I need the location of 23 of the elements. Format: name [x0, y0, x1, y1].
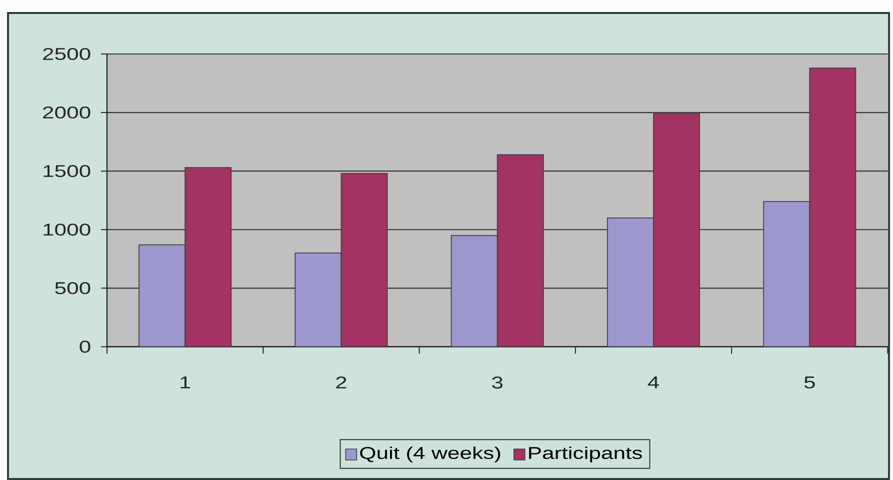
x-tick-label: 4	[648, 376, 659, 388]
y-tick-label: 2500	[43, 48, 90, 60]
bar	[184, 167, 232, 347]
bar	[763, 201, 810, 347]
bar	[294, 252, 342, 347]
bar	[340, 172, 388, 347]
x-tick-label: 1	[180, 376, 190, 388]
bar	[450, 235, 498, 347]
x-tick-label: 5	[804, 376, 815, 388]
y-tick-label: 2000	[43, 106, 90, 119]
x-tick-label: 3	[492, 376, 503, 389]
bar	[496, 154, 544, 347]
bar	[606, 217, 654, 347]
bar	[653, 113, 700, 347]
y-tick-label: 1000	[44, 224, 90, 236]
y-tick-label: 500	[55, 282, 90, 294]
x-tick-label: 2	[336, 376, 346, 388]
y-tick-label: 1500	[44, 165, 90, 178]
bar	[809, 68, 856, 347]
legend-label: Quit (4 weeks)	[360, 446, 500, 462]
legend-label: Participants	[529, 446, 642, 462]
y-tick-label: 0	[80, 340, 90, 353]
bar	[138, 244, 186, 347]
